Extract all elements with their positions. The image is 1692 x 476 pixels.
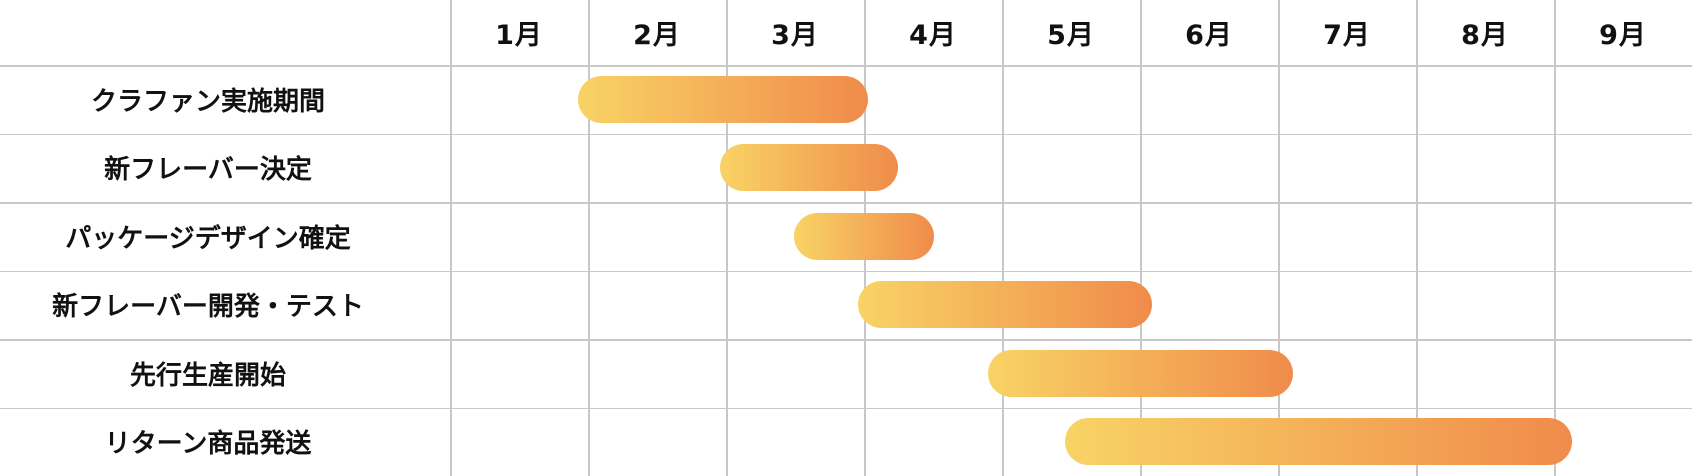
task-label: 新フレーバー開発・テスト: [52, 292, 364, 323]
task-bar: [988, 349, 1294, 397]
task-bar: [858, 281, 1153, 329]
grid-hline: [0, 339, 1692, 341]
task-label: パッケージデザイン確定: [65, 223, 351, 254]
task-label: リターン商品発送: [104, 429, 312, 460]
month-label: 4月: [909, 20, 957, 51]
grid-hline: [0, 65, 1692, 67]
grid-hline: [0, 270, 1692, 272]
grid-hline: [0, 407, 1692, 409]
task-bar: [578, 75, 869, 123]
grid-vline: [1416, 0, 1418, 476]
month-label: 8月: [1461, 20, 1509, 51]
grid-vline: [588, 0, 590, 476]
grid-vline: [1278, 0, 1280, 476]
task-bar: [1065, 418, 1572, 466]
grid-hline: [0, 202, 1692, 204]
task-bar: [793, 212, 935, 260]
month-label: 5月: [1047, 20, 1095, 51]
month-label: 6月: [1185, 20, 1233, 51]
month-label: 2月: [633, 20, 681, 51]
month-label: 7月: [1323, 20, 1371, 51]
grid-vline: [726, 0, 728, 476]
grid-vline: [1140, 0, 1142, 476]
task-bar: [720, 144, 899, 192]
grid-vline: [1002, 0, 1004, 476]
task-label: 先行生産開始: [129, 360, 286, 391]
month-label: 9月: [1599, 20, 1647, 51]
month-label: 1月: [495, 20, 543, 51]
grid-hline: [0, 133, 1692, 135]
grid-vline: [450, 0, 452, 476]
month-label: 3月: [771, 20, 819, 51]
grid-vline: [1554, 0, 1556, 476]
task-label: クラファン実施期間: [90, 86, 325, 117]
task-label: 新フレーバー決定: [104, 155, 312, 186]
